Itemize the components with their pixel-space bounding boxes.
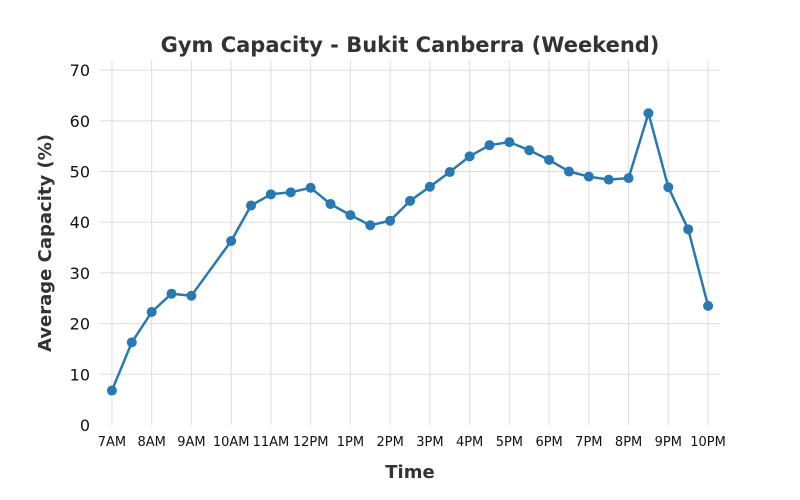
y-tick-label: 0: [80, 416, 90, 435]
x-tick-label: 6PM: [535, 435, 562, 450]
data-point: [106, 385, 117, 396]
y-tick-label: 70: [70, 61, 90, 80]
data-points: [106, 108, 714, 396]
data-point: [246, 200, 257, 211]
data-point: [265, 189, 276, 200]
data-point: [464, 151, 475, 162]
x-tick-label: 9PM: [655, 435, 682, 450]
data-point: [345, 210, 356, 221]
x-tick-label: 8AM: [137, 435, 165, 450]
data-point: [146, 306, 157, 317]
y-tick-label: 20: [70, 315, 90, 334]
series-line: [110, 111, 710, 391]
y-tick-label: 60: [70, 112, 90, 131]
data-point: [424, 181, 435, 192]
data-point: [325, 198, 336, 209]
x-tick-label: 8PM: [615, 435, 642, 450]
y-tick-labels: 0 10 20 30 40 50 60 70: [70, 61, 90, 435]
data-point: [524, 145, 535, 156]
data-point: [683, 224, 694, 235]
data-point: [563, 166, 574, 177]
y-tick-label: 50: [70, 163, 90, 182]
x-axis-label: Time: [385, 462, 434, 483]
x-tick-label: 7PM: [575, 435, 602, 450]
gridlines: [100, 60, 720, 425]
data-point: [166, 288, 177, 299]
data-point: [663, 182, 674, 193]
data-point: [305, 182, 316, 193]
x-tick-labels: 7AM 8AM 9AM 10AM 11AM 12PM 1PM 2PM 3PM 4PM 5PM 6PM 7…: [98, 435, 726, 450]
x-tick-label: 12PM: [293, 435, 329, 450]
data-point: [405, 195, 415, 206]
y-tick-label: 30: [70, 264, 90, 283]
data-point: [444, 167, 455, 178]
data-point: [126, 337, 137, 348]
x-tick-label: 10PM: [690, 435, 726, 450]
x-tick-label: 9AM: [177, 435, 205, 450]
data-point: [703, 300, 714, 311]
data-point: [186, 290, 197, 301]
chart-title: Gym Capacity - Bukit Canberra (Weekend): [161, 33, 660, 57]
y-tick-label: 40: [70, 213, 90, 232]
data-point: [583, 171, 594, 182]
x-tick-label: 10AM: [213, 435, 250, 450]
x-tick-label: 4PM: [456, 435, 483, 450]
data-point: [484, 140, 495, 151]
x-tick-label: 1PM: [337, 435, 364, 450]
series-line-layer: [110, 111, 710, 391]
x-tick-label: 2PM: [376, 435, 403, 450]
data-point: [385, 215, 396, 226]
data-point: [226, 235, 237, 246]
data-point: [285, 187, 296, 198]
data-point: [504, 137, 515, 148]
data-point: [603, 174, 614, 185]
y-axis-label: Average Capacity (%): [35, 134, 56, 352]
x-tick-label: 11AM: [253, 435, 290, 450]
y-tick-label: 10: [70, 365, 90, 384]
x-tick-label: 3PM: [416, 435, 443, 450]
data-point: [623, 173, 634, 184]
data-point: [365, 220, 376, 231]
data-point: [643, 108, 654, 119]
x-tick-label: 5PM: [496, 435, 523, 450]
data-point: [544, 154, 555, 165]
x-tick-label: 7AM: [98, 435, 126, 450]
